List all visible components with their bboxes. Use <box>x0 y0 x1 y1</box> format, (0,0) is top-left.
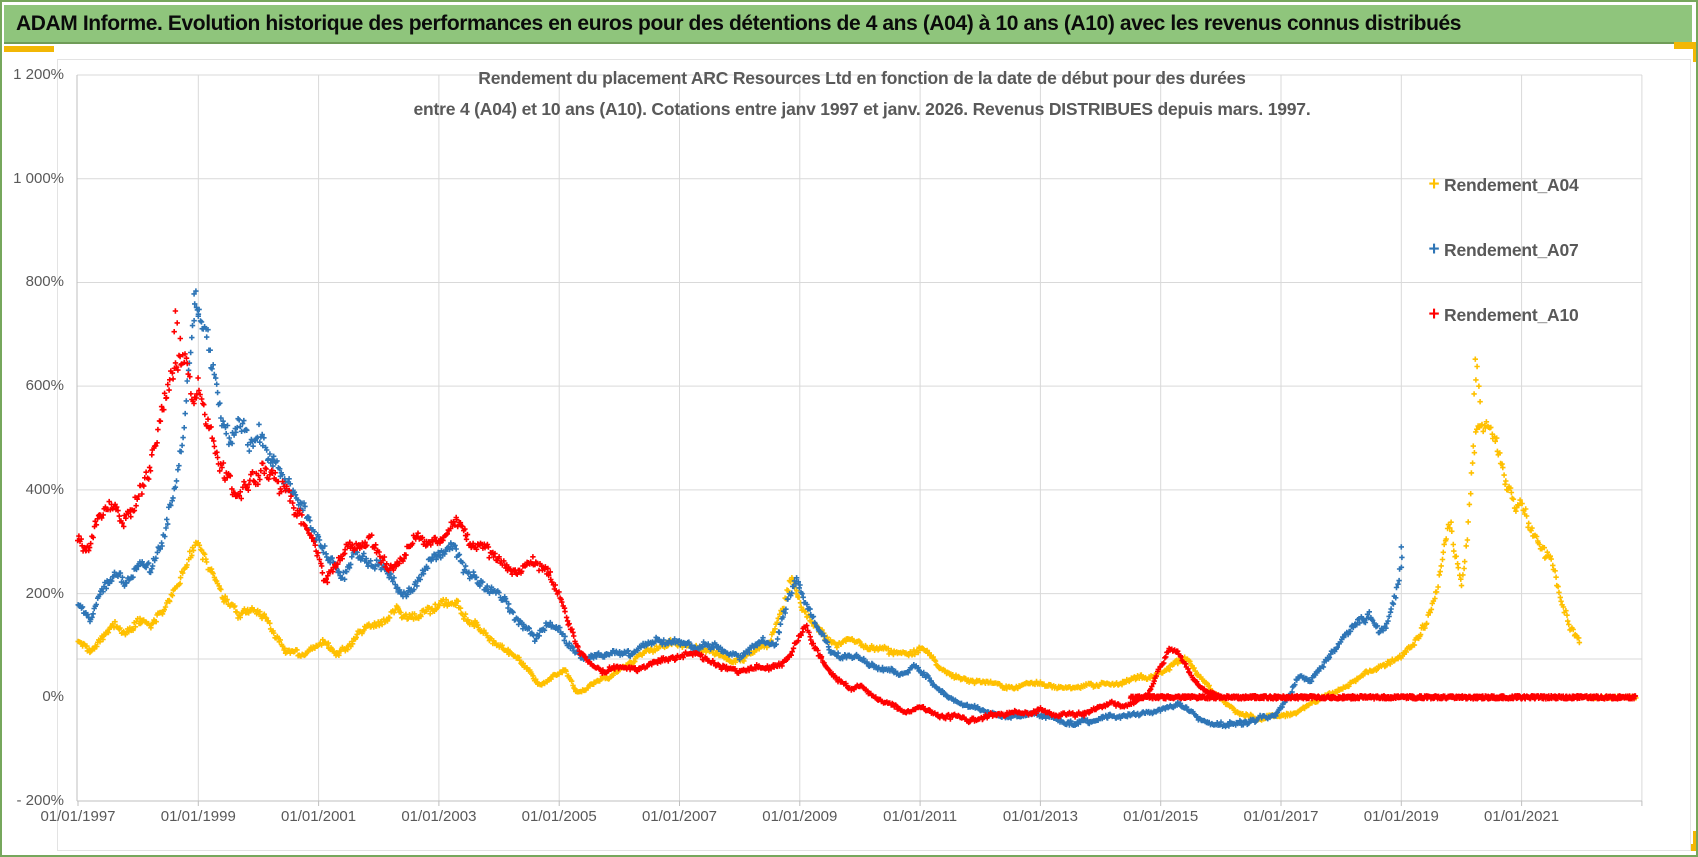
series-Rendement_A10 <box>75 308 1639 726</box>
y-axis-label: 600% <box>25 377 64 395</box>
y-axis-label: 400% <box>25 480 64 498</box>
legend-label: Rendement_A10 <box>1444 304 1579 325</box>
gold-corner-top-right <box>1674 42 1696 62</box>
x-axis-label: 01/01/2013 <box>1002 808 1078 825</box>
x-axis-label: 01/01/2015 <box>1123 808 1199 825</box>
plus-marker-icon: + <box>1428 239 1440 260</box>
y-axis-label: 200% <box>25 584 64 602</box>
y-axis-label: 800% <box>25 273 64 291</box>
plus-marker-icon: + <box>1428 174 1440 195</box>
y-axis-label: 1 000% <box>13 169 64 187</box>
legend-item-a10[interactable]: + Rendement_A10 <box>1424 300 1579 330</box>
header-title: ADAM Informe. Evolution historique des p… <box>16 11 1462 35</box>
legend-item-a04[interactable]: + Rendement_A04 <box>1424 170 1579 200</box>
x-axis-label: 01/01/1999 <box>160 808 236 825</box>
series-Rendement_A04 <box>75 356 1639 724</box>
gold-accent-dash <box>4 46 54 52</box>
chart-title: Rendement du placement ARC Resources Ltd… <box>162 63 1562 125</box>
x-axis-label: 01/01/1997 <box>40 808 116 825</box>
legend-label: Rendement_A04 <box>1444 174 1579 195</box>
plus-marker-icon: + <box>1428 304 1440 325</box>
y-axis-label: 1 200% <box>13 66 64 84</box>
x-axis-label: 01/01/2019 <box>1363 808 1439 825</box>
legend-item-a07[interactable]: + Rendement_A07 <box>1424 235 1579 265</box>
legend: + Rendement_A04 + Rendement_A07 + Rendem… <box>1424 170 1579 365</box>
chart-frame <box>57 59 1691 851</box>
chart-title-line2: entre 4 (A04) et 10 ans (A10). Cotations… <box>413 99 1311 119</box>
x-axis-label: 01/01/2021 <box>1484 808 1560 825</box>
x-axis-label: 01/01/2009 <box>762 808 838 825</box>
series-Rendement_A07 <box>75 288 1405 730</box>
header-bar: ADAM Informe. Evolution historique des p… <box>4 5 1692 44</box>
x-axis-label: 01/01/2011 <box>883 808 958 825</box>
y-axis-label: - 200% <box>16 792 64 809</box>
x-axis-label: 01/01/2003 <box>401 808 477 825</box>
chart-title-line1: Rendement du placement ARC Resources Ltd… <box>478 68 1246 88</box>
legend-label: Rendement_A07 <box>1444 239 1579 260</box>
x-axis-label: 01/01/2017 <box>1243 808 1319 825</box>
x-axis-label: 01/01/2007 <box>641 808 718 825</box>
y-axis-label: 0% <box>42 688 64 706</box>
x-axis-label: 01/01/2005 <box>521 808 597 825</box>
x-axis-label: 01/01/2001 <box>281 808 357 825</box>
